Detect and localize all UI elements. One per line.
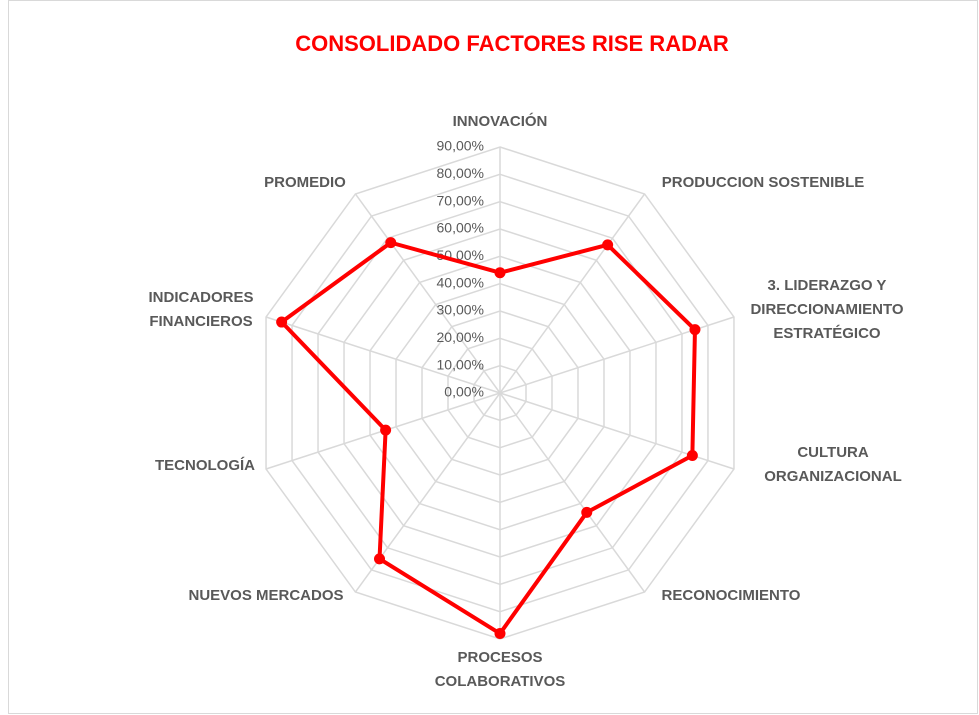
spoke [265,316,501,394]
y-tick-label: 90,00% [437,138,484,154]
category-label: TECNOLOGÍA [155,457,255,474]
category-label: PROMEDIO [264,174,346,191]
data-point [686,450,698,462]
category-label: INDICADORES FINANCIEROS [148,289,254,330]
y-tick-label: 20,00% [437,329,484,345]
y-tick-label: 10,00% [437,356,484,372]
data-point [581,506,593,518]
category-label: CULTURA ORGANIZACIONAL [764,444,902,485]
y-tick-label: 0,00% [444,384,484,400]
category-label: 3. LIDERAZGO Y DIRECCIONAMIENTO ESTRATÉG… [750,277,904,342]
category-label: INNOVACIÓN [452,113,548,130]
category-label: PRODUCCION SOSTENIBLE [661,174,865,191]
chart-border [8,0,978,714]
data-point [374,553,386,565]
data-point [689,324,701,336]
chart-title: CONSOLIDADO FACTORES RISE RADAR [295,31,729,56]
data-point [494,628,506,640]
data-point [494,267,506,279]
y-tick-label: 70,00% [437,192,484,208]
spoke [354,193,501,394]
y-tick-label: 80,00% [437,165,484,181]
category-label: RECONOCIMIENTO [661,587,801,604]
spoke [499,392,735,470]
y-tick-label: 40,00% [437,274,484,290]
data-point [380,424,392,436]
category-label: PROCESOS COLABORATIVOS [434,649,566,690]
category-label: NUEVOS MERCADOS [188,587,344,604]
spoke [499,392,646,593]
data-point [385,237,397,249]
data-point [602,239,614,251]
y-tick-label: 30,00% [437,302,484,318]
y-tick-label: 60,00% [437,220,484,236]
spoke [499,193,646,394]
data-point [276,316,288,328]
